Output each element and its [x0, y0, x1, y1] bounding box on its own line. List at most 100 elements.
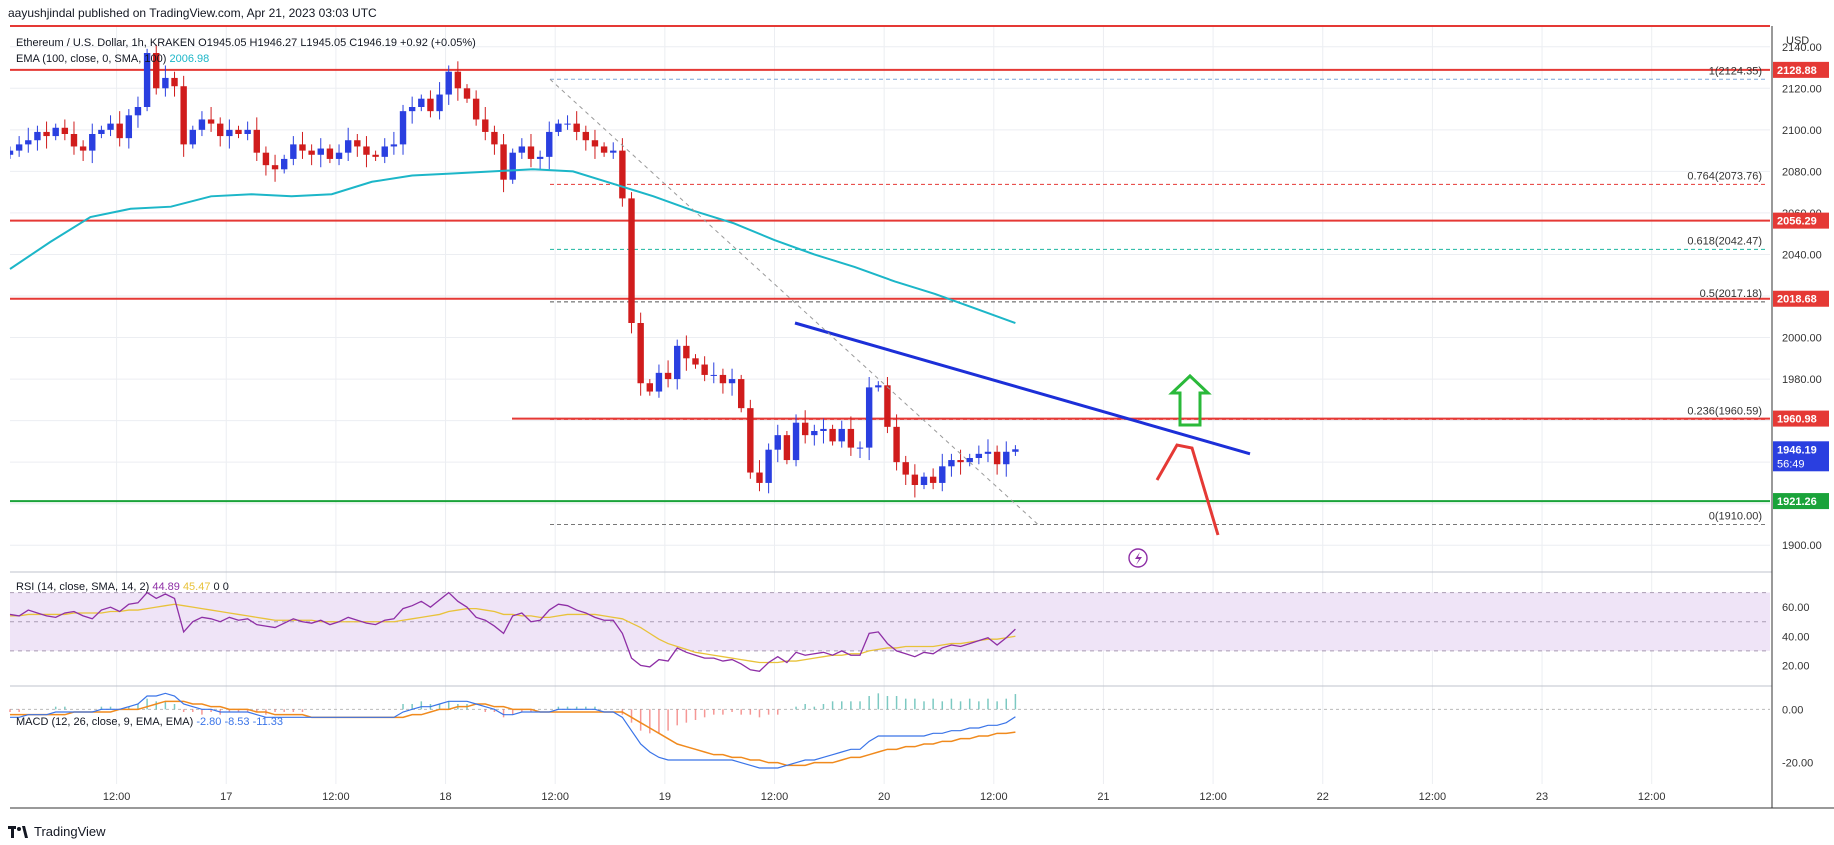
- symbol-legend: Ethereum / U.S. Dollar, 1h, KRAKEN O1945…: [16, 37, 476, 49]
- candle-body: [326, 148, 334, 159]
- candle-body: [683, 345, 690, 359]
- y-tick-label: 2040.00: [1782, 249, 1822, 261]
- candle-body: [226, 129, 233, 137]
- candle-body: [171, 77, 178, 87]
- candle-body: [939, 466, 946, 483]
- y-tick-label: 2080.00: [1782, 166, 1822, 178]
- price-badge-label: 2128.88: [1777, 65, 1817, 77]
- candle-body: [408, 107, 416, 112]
- candle-body: [180, 86, 187, 145]
- candle-body: [884, 385, 891, 427]
- price-badge: [1773, 290, 1829, 307]
- macd-legend: MACD (12, 26, close, 9, EMA, EMA) -2.80 …: [16, 716, 283, 728]
- trendline[interactable]: [794, 321, 1251, 456]
- fib-label: 0.764(2073.76): [1687, 170, 1762, 182]
- candle-body: [335, 152, 343, 159]
- macd-pane: [9, 692, 1770, 769]
- candle-body: [728, 379, 736, 384]
- published-caption: aayushjindal published on TradingView.co…: [8, 6, 377, 20]
- candle-body: [463, 88, 471, 99]
- candle-body: [518, 146, 526, 153]
- candle-body: [15, 144, 23, 151]
- candle-body: [920, 476, 928, 485]
- candle-body: [646, 383, 653, 392]
- candle-body: [893, 426, 900, 463]
- chart-legend: Ethereum / U.S. Dollar, 1h, KRAKEN O1945…: [16, 37, 476, 728]
- rsi-line: [9, 591, 1016, 672]
- candle-body: [509, 152, 516, 180]
- horizontal-grid: [10, 46, 1772, 687]
- flash-icon: [1128, 548, 1148, 568]
- time-axis[interactable]: 12:00 17 12:00 18 12:00 19 12:00 20 12:00 21 12:00…: [103, 791, 1666, 803]
- candle-body: [655, 372, 663, 392]
- macd-signal-line: [10, 700, 1016, 767]
- x-tick-label: 12:00: [1199, 791, 1227, 803]
- candle-body: [427, 98, 434, 112]
- x-tick-label: 12:00: [980, 791, 1008, 803]
- candle-body: [865, 387, 873, 448]
- candle-body: [98, 129, 105, 134]
- fib-label: 0.236(1960.59): [1687, 405, 1762, 417]
- candle-body: [454, 71, 462, 89]
- macd-line: [10, 692, 1016, 769]
- candle-body: [765, 449, 772, 483]
- candle-body: [235, 129, 242, 134]
- candle-body: [838, 428, 845, 442]
- rsi-legend-ma: 45.47: [183, 581, 214, 593]
- rsi-tick-label: 20.00: [1782, 660, 1810, 672]
- candle-body: [418, 98, 425, 107]
- candle-body: [801, 422, 809, 436]
- candle-body: [774, 435, 781, 450]
- candle-body: [1003, 451, 1010, 465]
- rsi-tick-label: 40.00: [1782, 631, 1810, 643]
- price-chart[interactable]: 1(2124.35) 0.764(2073.76) 0.618(2042.47) 0.…: [0, 0, 1834, 818]
- candle-body: [911, 474, 919, 485]
- x-tick-label: 17: [220, 791, 232, 803]
- x-tick-label: 22: [1317, 791, 1329, 803]
- candle-body: [975, 453, 983, 458]
- price-badge: [1773, 410, 1829, 427]
- candle-body: [948, 460, 955, 467]
- price-badge: [1773, 441, 1829, 472]
- candle-body: [344, 140, 352, 153]
- rsi-legend: RSI (14, close, SMA, 14, 2) 44.89 45.47 …: [16, 581, 229, 593]
- price-badge-label: 1921.26: [1777, 496, 1817, 508]
- candle-body: [546, 131, 553, 157]
- x-tick-label: 23: [1536, 791, 1548, 803]
- candle-body: [162, 77, 169, 89]
- y-tick-label: 2100.00: [1782, 125, 1822, 137]
- x-tick-label: 12:00: [1419, 791, 1447, 803]
- candle-body: [25, 140, 32, 145]
- fib-label: 0(1910.00): [1709, 510, 1762, 522]
- candle-body: [89, 134, 96, 151]
- candle-body: [363, 146, 370, 155]
- ema-line: [9, 168, 1016, 324]
- flash-icon-bolt: [1135, 552, 1142, 565]
- candle-body: [929, 476, 937, 483]
- macd-tick-label: 0.00: [1782, 704, 1803, 716]
- y-tick-label: 1980.00: [1782, 374, 1822, 386]
- fib-label: 0.618(2042.47): [1687, 235, 1762, 247]
- candle-body: [664, 372, 672, 380]
- fib-diagonal: [549, 78, 1039, 525]
- candle-body: [701, 364, 708, 375]
- candle-body: [143, 53, 151, 107]
- candle-body: [308, 150, 315, 155]
- candle-body: [372, 154, 379, 157]
- x-tick-label: 12:00: [1638, 791, 1666, 803]
- x-tick-label: 20: [878, 791, 890, 803]
- candle-body: [482, 119, 489, 132]
- vertical-grid: [116, 26, 1653, 784]
- candle-body: [79, 146, 87, 151]
- y-tick-label: 1900.00: [1782, 540, 1822, 552]
- ema-legend: EMA (100, close, 0, SMA, 100) 2006.98: [16, 53, 209, 65]
- candle-body: [290, 144, 297, 159]
- candle-body: [116, 123, 123, 139]
- candle-body: [244, 129, 251, 134]
- candle-body: [472, 98, 480, 120]
- price-badge-label: 1946.19: [1777, 444, 1817, 456]
- price-badge: [1773, 212, 1829, 229]
- price-badge-label: 1960.98: [1777, 414, 1817, 426]
- candle-body: [189, 129, 196, 145]
- candle-body: [619, 150, 626, 199]
